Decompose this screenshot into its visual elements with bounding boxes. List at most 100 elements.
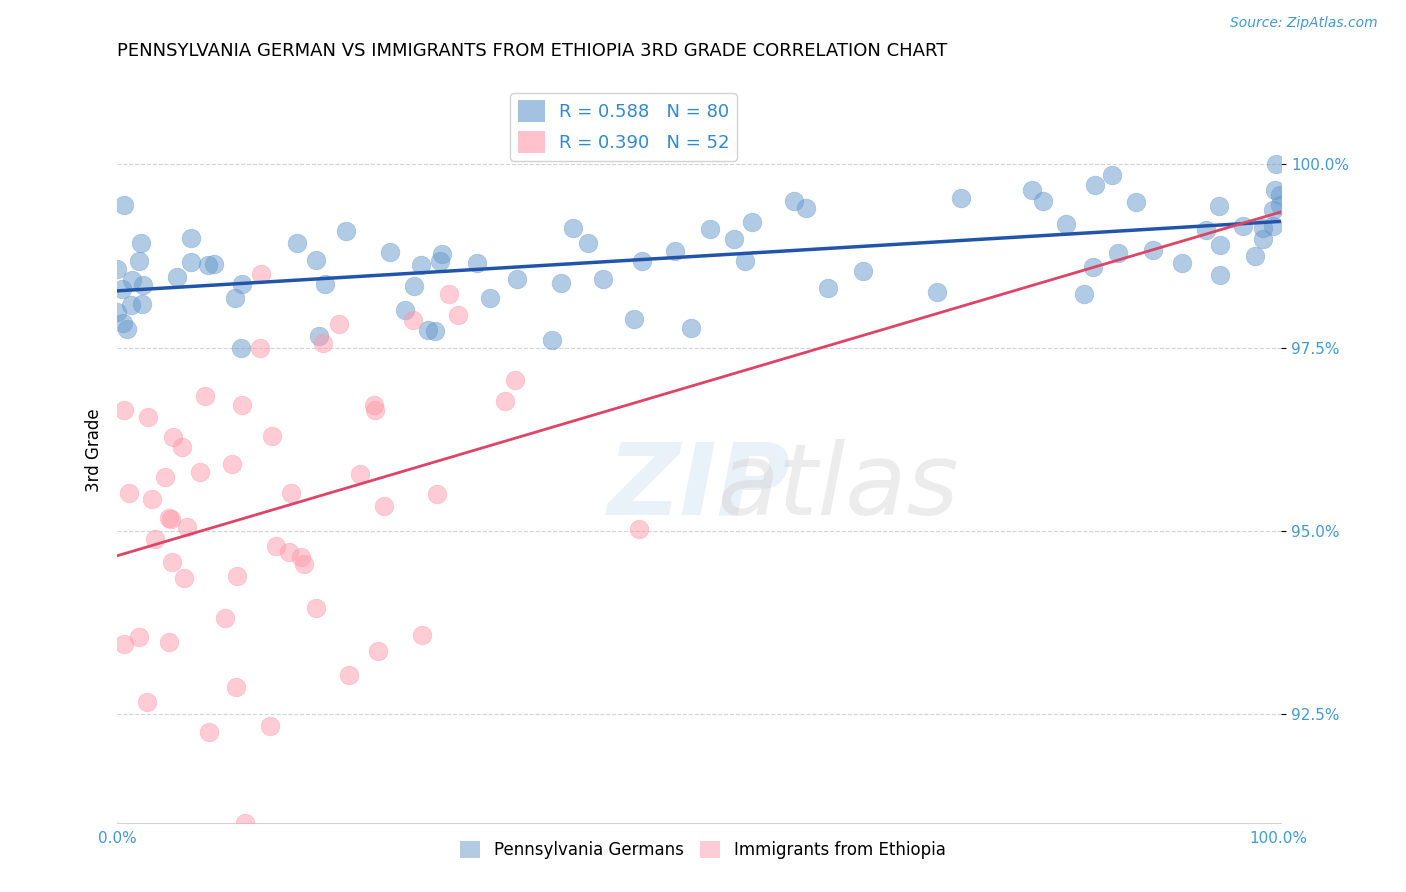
Point bbox=[180, 255, 202, 269]
Point bbox=[231, 277, 253, 291]
Point bbox=[226, 569, 249, 583]
Point bbox=[225, 681, 247, 695]
Point bbox=[121, 273, 143, 287]
Point bbox=[136, 409, 159, 424]
Point bbox=[294, 558, 316, 572]
Point bbox=[308, 329, 330, 343]
Point bbox=[162, 430, 184, 444]
Point bbox=[111, 282, 134, 296]
Point bbox=[166, 270, 188, 285]
Point bbox=[349, 467, 371, 482]
Point bbox=[741, 214, 763, 228]
Text: 0.0%: 0.0% bbox=[98, 831, 138, 846]
Point bbox=[231, 398, 253, 412]
Point bbox=[734, 254, 756, 268]
Point bbox=[198, 724, 221, 739]
Point bbox=[1056, 217, 1078, 231]
Point bbox=[305, 600, 328, 615]
Point bbox=[131, 277, 153, 292]
Point bbox=[630, 254, 652, 268]
Point bbox=[949, 191, 972, 205]
Point bbox=[111, 316, 134, 330]
Point bbox=[402, 278, 425, 293]
Point bbox=[541, 333, 564, 347]
Point bbox=[723, 232, 745, 246]
Point bbox=[259, 719, 281, 733]
Point bbox=[1195, 223, 1218, 237]
Point bbox=[363, 398, 385, 412]
Point bbox=[1209, 268, 1232, 282]
Point bbox=[278, 544, 301, 558]
Point bbox=[188, 465, 211, 479]
Point bbox=[260, 429, 283, 443]
Point bbox=[1171, 256, 1194, 270]
Point bbox=[1265, 157, 1288, 171]
Point bbox=[373, 499, 395, 513]
Point bbox=[115, 322, 138, 336]
Point bbox=[411, 258, 433, 272]
Point bbox=[143, 532, 166, 546]
Point bbox=[290, 549, 312, 564]
Point bbox=[1083, 260, 1105, 274]
Point bbox=[1084, 178, 1107, 193]
Point bbox=[176, 519, 198, 533]
Point bbox=[128, 253, 150, 268]
Point bbox=[1101, 168, 1123, 182]
Point bbox=[233, 816, 256, 830]
Point bbox=[628, 522, 651, 536]
Point bbox=[1032, 194, 1054, 208]
Point bbox=[1208, 199, 1230, 213]
Point bbox=[1073, 286, 1095, 301]
Point bbox=[1251, 220, 1274, 235]
Point bbox=[173, 571, 195, 585]
Point bbox=[794, 201, 817, 215]
Point bbox=[432, 247, 454, 261]
Point bbox=[105, 261, 128, 276]
Point bbox=[1107, 246, 1129, 260]
Legend: Pennsylvania Germans, Immigrants from Ethiopia: Pennsylvania Germans, Immigrants from Et… bbox=[454, 834, 952, 866]
Point bbox=[679, 321, 702, 335]
Point bbox=[202, 257, 225, 271]
Point bbox=[337, 668, 360, 682]
Point bbox=[250, 268, 273, 282]
Point bbox=[335, 224, 357, 238]
Point bbox=[118, 486, 141, 500]
Text: 100.0%: 100.0% bbox=[1250, 831, 1308, 846]
Point bbox=[506, 271, 529, 285]
Point bbox=[194, 389, 217, 403]
Point bbox=[311, 336, 333, 351]
Point bbox=[592, 272, 614, 286]
Point bbox=[128, 631, 150, 645]
Point bbox=[214, 611, 236, 625]
Legend: R = 0.588   N = 80, R = 0.390   N = 52: R = 0.588 N = 80, R = 0.390 N = 52 bbox=[510, 93, 737, 161]
Point bbox=[112, 403, 135, 417]
Point bbox=[1021, 182, 1043, 196]
Point bbox=[1268, 188, 1291, 202]
Point bbox=[1253, 231, 1275, 245]
Text: Source: ZipAtlas.com: Source: ZipAtlas.com bbox=[1230, 16, 1378, 29]
Point bbox=[418, 323, 440, 337]
Point bbox=[426, 486, 449, 500]
Point bbox=[394, 303, 416, 318]
Point bbox=[1261, 202, 1284, 217]
Point bbox=[160, 555, 183, 569]
Point bbox=[112, 198, 135, 212]
Point bbox=[1125, 195, 1147, 210]
Point bbox=[699, 222, 721, 236]
Point bbox=[401, 312, 423, 326]
Point bbox=[224, 292, 246, 306]
Point bbox=[180, 230, 202, 244]
Point bbox=[367, 644, 389, 658]
Point bbox=[478, 291, 501, 305]
Point bbox=[135, 695, 157, 709]
Point bbox=[328, 318, 350, 332]
Point bbox=[153, 469, 176, 483]
Point bbox=[783, 194, 806, 208]
Point bbox=[172, 440, 194, 454]
Point bbox=[157, 635, 180, 649]
Point bbox=[664, 244, 686, 258]
Text: ZIP: ZIP bbox=[607, 439, 790, 536]
Point bbox=[925, 285, 948, 299]
Point bbox=[623, 311, 645, 326]
Point bbox=[446, 308, 468, 322]
